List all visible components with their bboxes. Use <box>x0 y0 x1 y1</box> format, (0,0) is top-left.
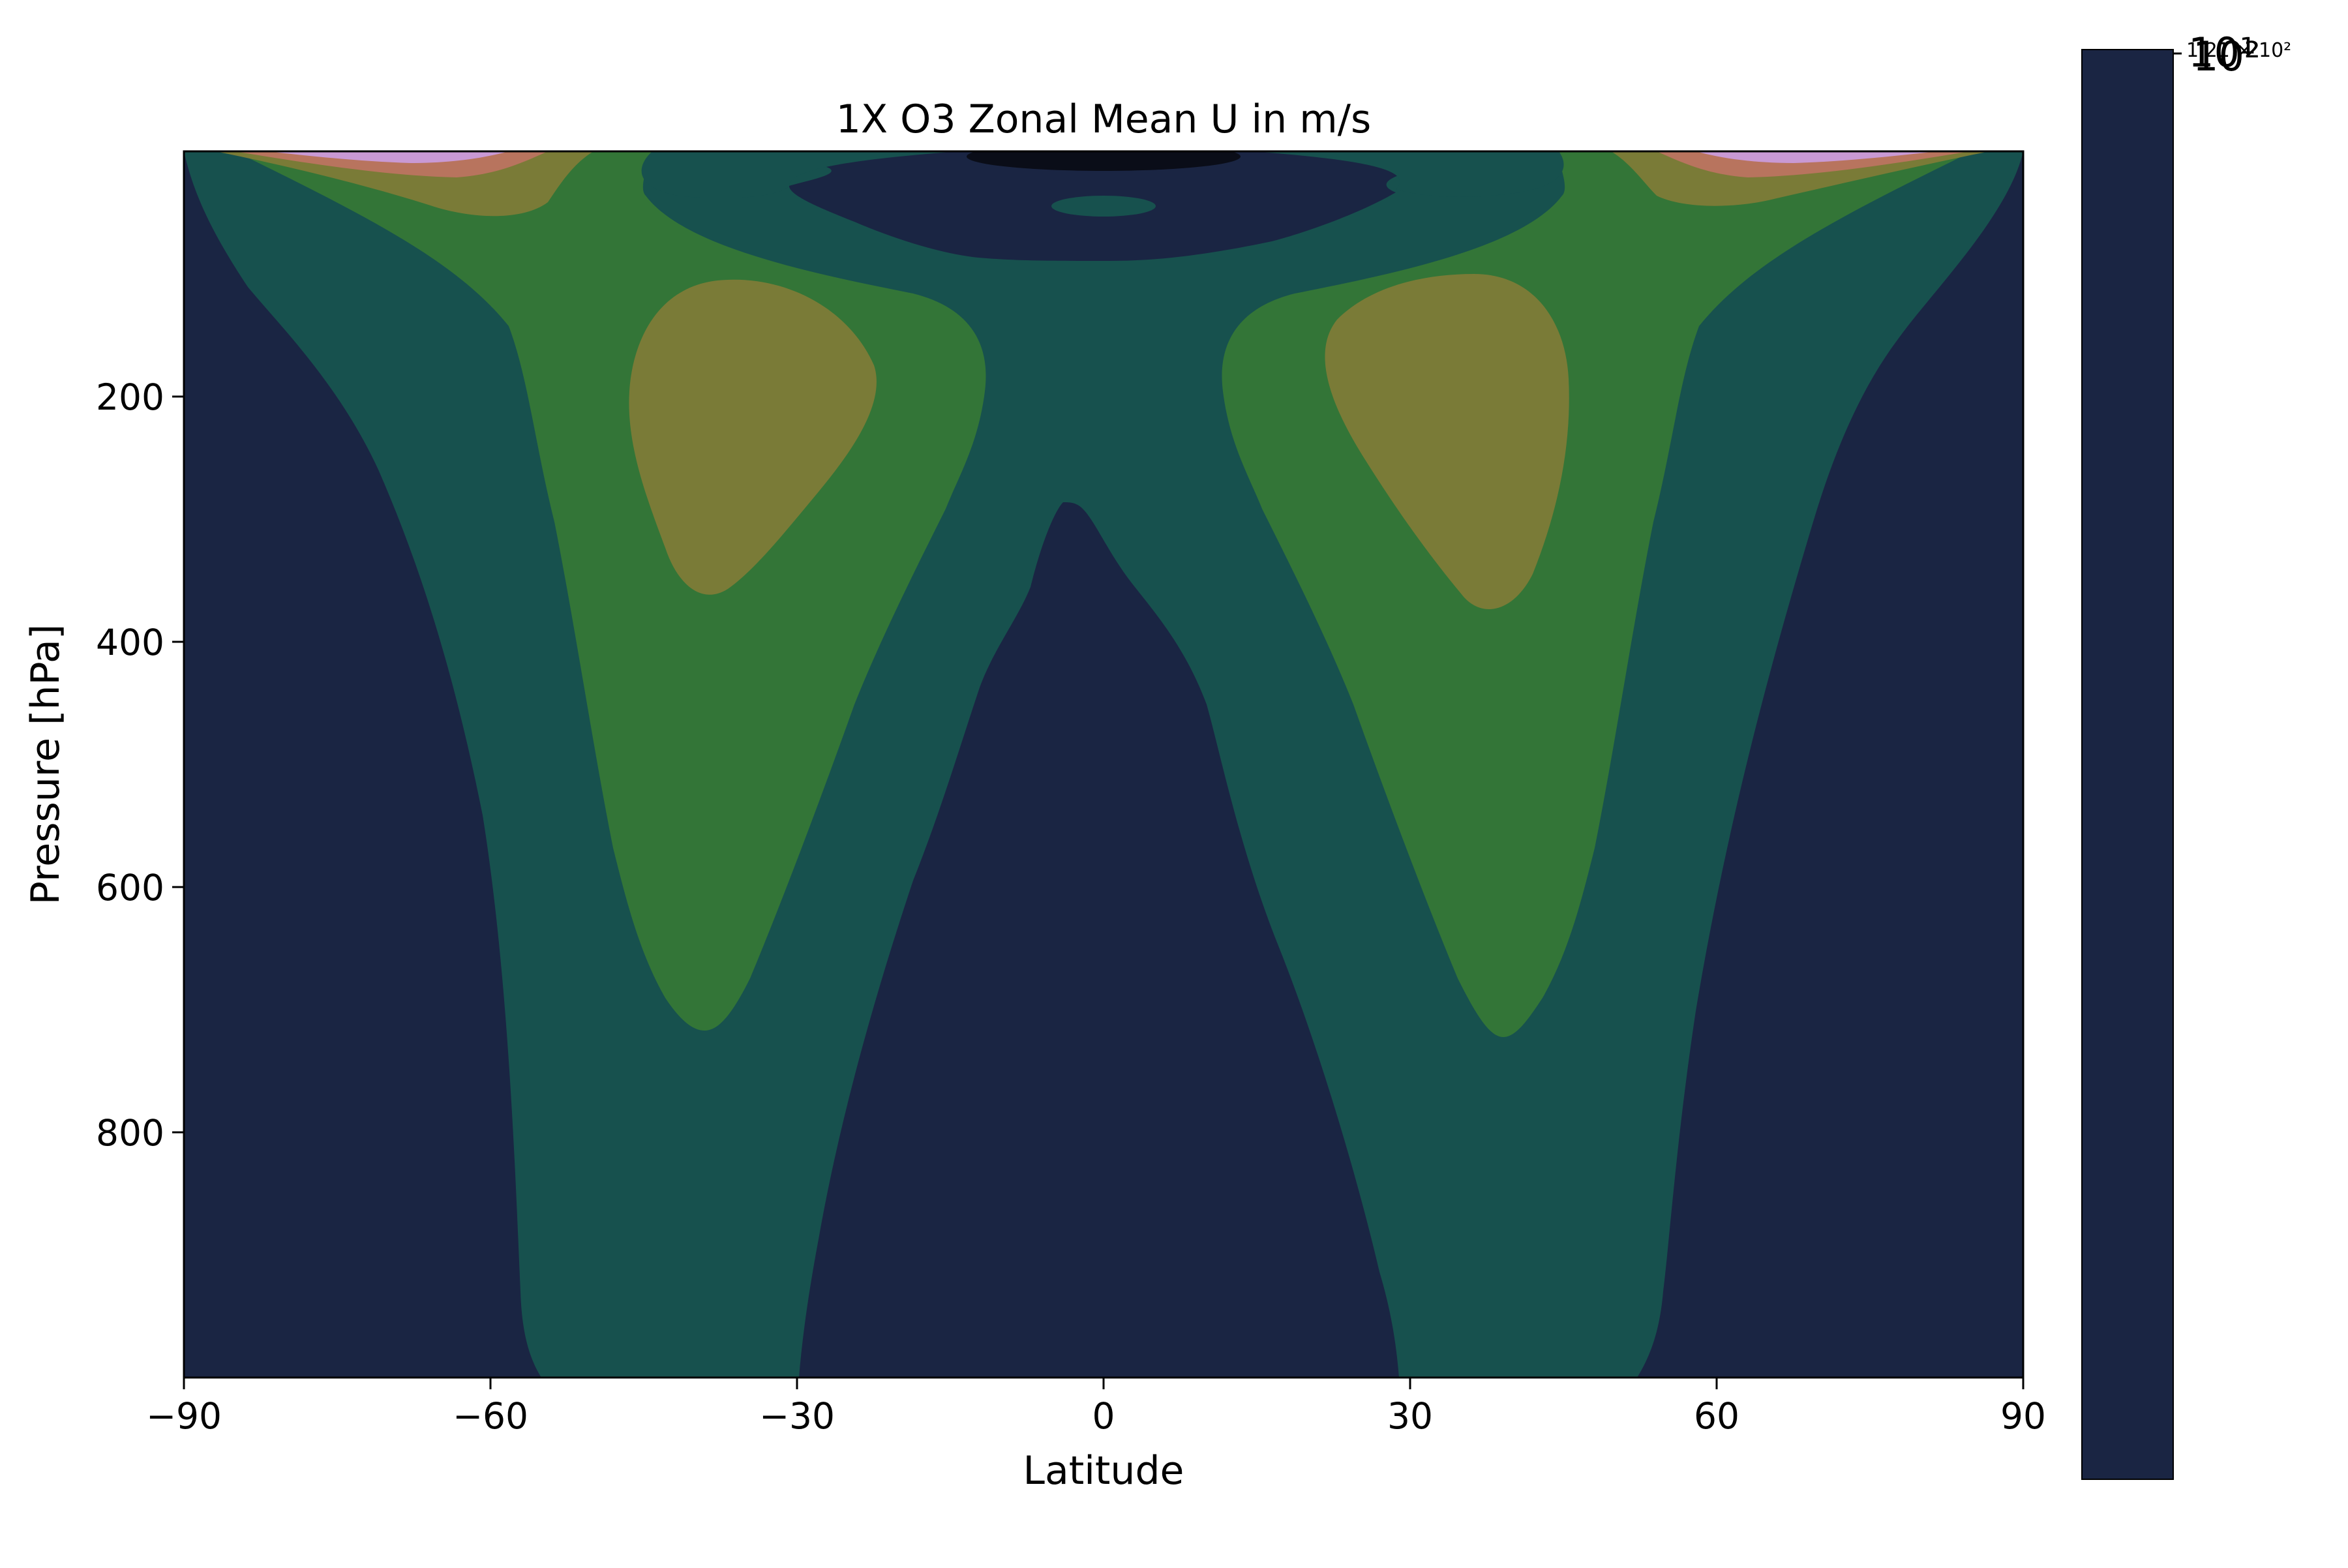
colorbar-tick-label-top: 1.21 × 10² <box>2186 39 2291 62</box>
y-tick-label: 200 <box>96 376 164 418</box>
contour-band-teal-upper-right <box>1252 151 1564 197</box>
x-tick-label: −30 <box>759 1395 835 1437</box>
colorbar: 10¹ 10² 1.21 × 10² <box>2081 29 2291 1480</box>
x-tick-label: −60 <box>453 1395 528 1437</box>
y-tick-label: 800 <box>96 1112 164 1154</box>
y-tick-label: 600 <box>96 867 164 909</box>
contour-band-olive-left <box>629 279 877 595</box>
contour-band-olive-right <box>1325 274 1569 609</box>
colorbar-tick-label-10-2: 10² <box>2193 33 2261 80</box>
chart-title: 1X O3 Zonal Mean U in m/s <box>836 97 1371 142</box>
x-axis: −90 −60 −30 0 30 60 90 <box>146 1378 2046 1437</box>
x-tick-label: 0 <box>1092 1395 1115 1437</box>
x-axis-label: Latitude <box>1023 1448 1184 1494</box>
contour-cell-teal-equator <box>1051 196 1156 217</box>
colorbar-fill <box>2081 49 2174 1480</box>
contour-band-violet-left <box>267 151 509 163</box>
y-tick-label: 400 <box>96 622 164 663</box>
y-axis: 200 400 600 800 <box>96 376 184 1154</box>
x-tick-label: −90 <box>146 1395 222 1437</box>
contour-band-teal-upper-left <box>641 151 959 199</box>
x-tick-label: 60 <box>1694 1395 1739 1437</box>
x-tick-label: 90 <box>2000 1395 2046 1437</box>
contour-band-violet-right <box>1696 151 1937 163</box>
plot-area <box>184 151 2023 1378</box>
colorbar-tick-label-10-1: 10¹ <box>2188 29 2256 76</box>
x-tick-label: 30 <box>1387 1395 1433 1437</box>
y-axis-label: Pressure [hPa] <box>23 624 68 905</box>
contour-core-min <box>967 151 1241 171</box>
